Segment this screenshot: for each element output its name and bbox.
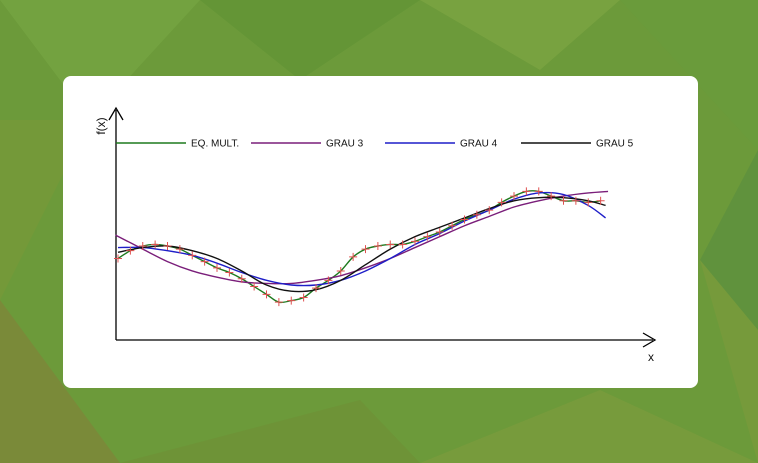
data-point (225, 268, 234, 277)
data-point (138, 242, 147, 250)
legend-label-2: GRAU 4 (460, 139, 498, 150)
axes: x f(x) (94, 106, 657, 364)
data-point (472, 210, 481, 219)
data-point (324, 276, 333, 285)
data-point (547, 192, 556, 201)
legend: EQ. MULT. GRAU 3 GRAU 4 GRAU 5 (116, 139, 634, 150)
y-axis-arrow (108, 106, 124, 121)
data-point (114, 254, 122, 263)
data-point (336, 266, 345, 275)
data-point (274, 298, 283, 307)
data-point (411, 237, 419, 246)
legend-label-0: EQ. MULT. (191, 139, 239, 150)
data-point (175, 245, 184, 254)
data-point (435, 227, 444, 236)
data-point (200, 257, 209, 266)
data-point (448, 221, 457, 230)
data-point (163, 242, 172, 250)
data-point (497, 198, 506, 207)
data-point (262, 290, 271, 299)
data-point (559, 196, 568, 205)
y-axis-label: f(x) (94, 117, 108, 134)
data-point (398, 240, 407, 249)
data-point (349, 252, 358, 261)
data-point (126, 246, 135, 255)
data-point (485, 206, 494, 215)
x-axis-label: x (648, 350, 654, 364)
series-layer (115, 190, 609, 304)
data-point (584, 198, 593, 207)
chart: x f(x) EQ. MULT. GRAU 3 GRAU 4 GRAU 5 (94, 106, 657, 364)
series-line-3 (117, 196, 606, 293)
chart-card: x f(x) EQ. MULT. GRAU 3 GRAU 4 GRAU 5 (63, 76, 698, 388)
data-point (373, 242, 382, 250)
series-line-0 (117, 190, 601, 304)
data-points (114, 187, 605, 307)
data-point (287, 296, 296, 305)
data-point (151, 240, 160, 249)
data-point (237, 274, 246, 283)
data-point (423, 232, 432, 241)
legend-label-1: GRAU 3 (326, 139, 364, 150)
data-point (534, 187, 543, 196)
data-point (522, 187, 531, 196)
data-point (510, 192, 518, 201)
data-point (361, 245, 370, 254)
series-line-2 (117, 191, 606, 287)
data-point (460, 215, 469, 224)
data-point (213, 263, 221, 272)
data-point (250, 282, 259, 291)
data-point (312, 284, 320, 293)
legend-label-3: GRAU 5 (596, 139, 634, 150)
data-point (299, 293, 308, 302)
series-line-1 (115, 190, 609, 285)
data-point (188, 251, 197, 260)
data-point (571, 196, 580, 205)
data-point (386, 240, 395, 249)
data-point (596, 196, 605, 205)
x-axis-arrow (642, 332, 657, 348)
